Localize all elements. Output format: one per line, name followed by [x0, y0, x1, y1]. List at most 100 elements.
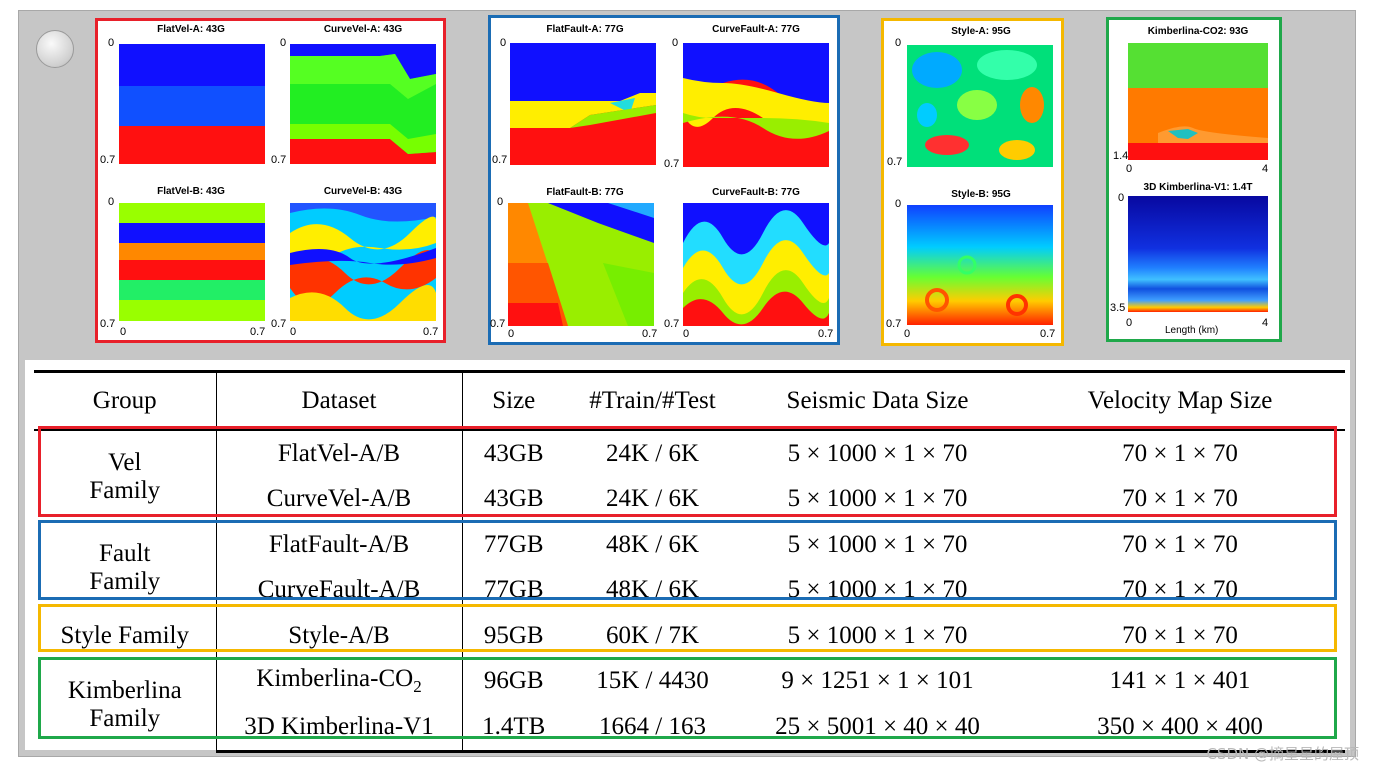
velocity-cell: 70 × 1 × 70: [1122, 439, 1238, 467]
header-size: Size: [462, 370, 565, 431]
header-dataset: Dataset: [216, 370, 463, 431]
y-tick-bottom: 0.7: [271, 154, 287, 166]
velocity-cell: 350 × 400 × 400: [1015, 704, 1345, 753]
x-tick-left: 0: [1126, 163, 1133, 175]
split-cell: 15K / 4430: [596, 667, 709, 695]
x-tick-right: 0.7: [818, 328, 834, 340]
size-cell: 43GB: [483, 439, 544, 467]
dataset-cell: 3D Kimberlina-V1: [216, 704, 463, 753]
group-label: Kimberlina: [67, 676, 182, 704]
dataset-cell: Style-A/B: [216, 613, 463, 659]
seismic-cell: 5 × 1000 × 1 × 70: [787, 530, 968, 558]
y-tick-top: 0: [108, 196, 115, 208]
table-row: Vel Family FlatVel-A/B 43GB 24K / 6K 5 × …: [34, 430, 1345, 522]
y-tick-bottom: 0.7: [886, 318, 902, 330]
kimberlina-co2-map: [1128, 43, 1268, 160]
y-tick-top: 0: [108, 37, 115, 49]
group-label-2: Family: [89, 567, 161, 595]
group-label: Vel: [108, 448, 142, 476]
circle-button[interactable]: [36, 30, 74, 68]
y-tick-bottom: 3.5: [1110, 302, 1126, 314]
dataset-table: Group Dataset Size #Train/#Test Seismic …: [34, 370, 1345, 753]
y-tick-top: 0: [280, 37, 287, 49]
split-cell: 48K / 6K: [605, 530, 700, 558]
group-cell: Fault Family: [34, 522, 217, 613]
group-label-2: Family: [89, 476, 161, 504]
header-velocity: Velocity Map Size: [1015, 370, 1345, 431]
curvevel-b-map: [290, 203, 436, 321]
panel-title: FlatFault-B: 77G: [546, 187, 624, 198]
y-tick-bottom: 0.7: [492, 154, 508, 166]
velocity-cell: 70 × 1 × 70: [1122, 530, 1238, 558]
group-label-2: Family: [89, 704, 161, 732]
flatvel-b-map: [119, 203, 265, 321]
seismic-cell: 5 × 1000 × 1 × 70: [787, 439, 968, 467]
panel-title: CurveVel-A: 43G: [323, 24, 403, 35]
header-seismic: Seismic Data Size: [740, 370, 1015, 431]
y-tick-bottom: 1.4: [1113, 150, 1129, 162]
y-tick-bottom: 0.7: [490, 318, 506, 330]
seismic-cell: 5 × 1000 × 1 × 70: [787, 485, 968, 513]
header-group: Group: [34, 370, 217, 431]
style-a-map: [907, 45, 1053, 167]
table-row: Fault Family FlatFault-A/B 77GB 48K / 6K …: [34, 522, 1345, 613]
split-cell: 1664 / 163: [565, 704, 740, 753]
split-cell: 48K / 6K: [605, 576, 700, 604]
curvefault-b-map: [683, 203, 829, 326]
velocity-cell: 70 × 1 × 70: [1122, 485, 1238, 513]
y-tick-bottom: 0.7: [100, 154, 116, 166]
panel-title: FlatFault-A: 77G: [546, 24, 624, 35]
x-tick-left: 0: [508, 328, 515, 340]
dataset-cell: FlatVel-A/B: [216, 430, 463, 477]
group-cell: Kimberlina Family: [34, 658, 217, 751]
y-tick-top: 0: [497, 196, 504, 208]
curvefault-a-map: [683, 43, 829, 167]
y-tick-bottom: 0.7: [664, 158, 680, 170]
x-tick-right: 4: [1262, 317, 1269, 329]
dataset-cell: FlatFault-A/B: [216, 522, 463, 568]
velocity-cell: 70 × 1 × 70: [1122, 621, 1238, 649]
size-cell: 43GB: [483, 485, 544, 513]
size-cell: 95GB: [483, 621, 544, 649]
curvevel-a-map: [290, 44, 436, 164]
group-cell: Vel Family: [34, 430, 217, 522]
panel-title: 3D Kimberlina-V1: 1.4T: [1143, 182, 1253, 193]
table-row: CurveFault-A/B 77GB 48K / 6K 5 × 1000 × …: [34, 567, 1345, 613]
x-tick-left: 0: [904, 328, 911, 340]
panel-title: FlatVel-B: 43G: [157, 186, 225, 197]
y-tick-top: 0: [895, 198, 902, 210]
panel-title: Style-A: 95G: [951, 26, 1011, 37]
y-tick-top: 0: [895, 37, 902, 49]
size-cell: 96GB: [483, 667, 544, 695]
velocity-cell: 70 × 1 × 70: [1122, 576, 1238, 604]
split-cell: 24K / 6K: [605, 485, 700, 513]
panel-title: FlatVel-A: 43G: [157, 24, 225, 35]
seismic-cell: 9 × 1251 × 1 × 101: [781, 667, 974, 695]
dataset-table-panel: Group Dataset Size #Train/#Test Seismic …: [25, 360, 1350, 753]
x-tick-right: 0.7: [642, 328, 658, 340]
x-tick-right: 4: [1262, 163, 1269, 175]
header-train-test: #Train/#Test: [565, 370, 740, 431]
table-row: 3D Kimberlina-V1 1.4TB 1664 / 163 25 × 5…: [34, 704, 1345, 753]
panel-title: CurveVel-B: 43G: [323, 186, 403, 197]
y-tick-top: 0: [500, 37, 507, 49]
velocity-cell: 141 × 1 × 401: [1109, 667, 1251, 695]
kimberlina-3d-map: [1128, 196, 1268, 312]
group-label: Fault: [99, 539, 151, 567]
flatfault-b-map: [508, 203, 654, 326]
size-cell: 77GB: [483, 576, 544, 604]
y-tick-bottom: 0.7: [100, 318, 116, 330]
watermark: CSDN @摘星星的屋顶: [1206, 745, 1359, 763]
table-row: Kimberlina Family Kimberlina-CO2 96GB 15K…: [34, 658, 1345, 751]
table-row: Style Family Style-A/B 95GB 60K / 7K 5 ×…: [34, 613, 1345, 659]
size-cell: 1.4TB: [462, 704, 565, 753]
seismic-cell: 5 × 1000 × 1 × 70: [787, 621, 968, 649]
x-tick-right: 0.7: [1040, 328, 1056, 340]
x-tick-left: 0: [120, 326, 127, 338]
panel-title: CurveFault-B: 77G: [712, 187, 800, 198]
seismic-cell: 5 × 1000 × 1 × 70: [787, 576, 968, 604]
group-cell: Style Family: [34, 613, 217, 659]
x-axis-label: Length (km): [1165, 325, 1219, 336]
panel-title: Style-B: 95G: [951, 189, 1011, 200]
table-row: CurveVel-A/B 43GB 24K / 6K 5 × 1000 × 1 …: [34, 476, 1345, 522]
